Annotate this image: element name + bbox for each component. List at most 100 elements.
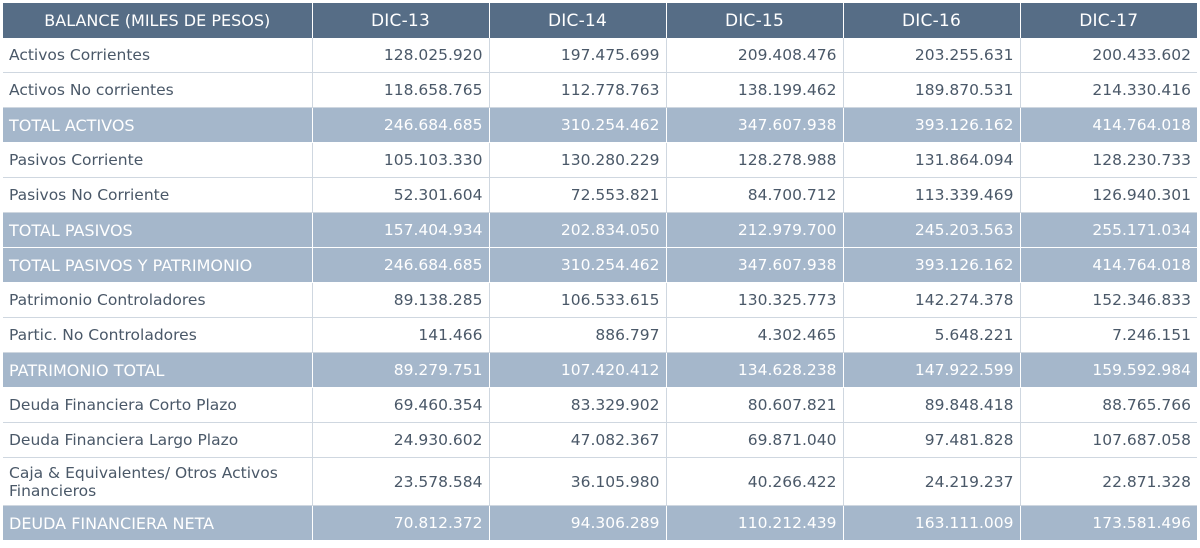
balance-table: BALANCE (MILES DE PESOS) DIC-13 DIC-14 D… (3, 3, 1197, 541)
table-row: Deuda Financiera Largo Plazo 24.930.602 47… (3, 422, 1197, 458)
table-row: Pasivos Corriente 105.103.330 130.280.229 1… (3, 142, 1197, 178)
value-cell: 72.553.821 (489, 177, 667, 213)
value-cell: 141.466 (312, 317, 490, 353)
header-row: BALANCE (MILES DE PESOS) DIC-13 DIC-14 D… (3, 3, 1197, 38)
value-cell: 24.930.602 (312, 422, 490, 458)
value-cell: 393.126.162 (843, 107, 1021, 143)
value-cell: 70.812.372 (312, 505, 490, 541)
value-cell: 197.475.699 (489, 38, 667, 73)
value-cell: 212.979.700 (666, 212, 844, 248)
value-cell: 203.255.631 (843, 38, 1021, 73)
header-dic-15: DIC-15 (666, 3, 844, 38)
table-row: Deuda Financiera Corto Plazo 69.460.354 83… (3, 387, 1197, 423)
value-cell: 138.199.462 (666, 72, 844, 108)
total-row: DEUDA FINANCIERA NETA 70.812.372 94.306.28… (3, 505, 1197, 541)
value-cell: 130.325.773 (666, 282, 844, 318)
value-cell: 414.764.018 (1020, 247, 1197, 283)
row-label: Pasivos No Corriente (3, 177, 313, 213)
value-cell: 255.171.034 (1020, 212, 1197, 248)
row-label: TOTAL PASIVOS (3, 212, 313, 248)
table-body: Activos Corrientes 128.025.920 197.475.699… (3, 38, 1197, 541)
value-cell: 4.302.465 (666, 317, 844, 353)
value-cell: 107.687.058 (1020, 422, 1197, 458)
value-cell: 128.025.920 (312, 38, 490, 73)
value-cell: 113.339.469 (843, 177, 1021, 213)
value-cell: 112.778.763 (489, 72, 667, 108)
value-cell: 152.346.833 (1020, 282, 1197, 318)
value-cell: 147.922.599 (843, 352, 1021, 388)
table-row: Activos Corrientes 128.025.920 197.475.699… (3, 38, 1197, 73)
value-cell: 7.246.151 (1020, 317, 1197, 353)
value-cell: 5.648.221 (843, 317, 1021, 353)
row-label: Caja & Equivalentes/ Otros Activos Finan… (3, 457, 313, 506)
value-cell: 89.138.285 (312, 282, 490, 318)
value-cell: 88.765.766 (1020, 387, 1197, 423)
total-row: TOTAL PASIVOS 157.404.934 202.834.050 212.9… (3, 212, 1197, 248)
value-cell: 69.871.040 (666, 422, 844, 458)
value-cell: 246.684.685 (312, 107, 490, 143)
value-cell: 83.329.902 (489, 387, 667, 423)
row-label: Activos Corrientes (3, 38, 313, 73)
value-cell: 200.433.602 (1020, 38, 1197, 73)
value-cell: 80.607.821 (666, 387, 844, 423)
value-cell: 310.254.462 (489, 247, 667, 283)
value-cell: 131.864.094 (843, 142, 1021, 178)
value-cell: 159.592.984 (1020, 352, 1197, 388)
value-cell: 202.834.050 (489, 212, 667, 248)
value-cell: 24.219.237 (843, 457, 1021, 506)
total-row: TOTAL ACTIVOS 246.684.685 310.254.462 347.6… (3, 107, 1197, 143)
value-cell: 414.764.018 (1020, 107, 1197, 143)
value-cell: 97.481.828 (843, 422, 1021, 458)
value-cell: 89.848.418 (843, 387, 1021, 423)
table-row: Pasivos No Corriente 52.301.604 72.553.821… (3, 177, 1197, 213)
row-label: Activos No corrientes (3, 72, 313, 108)
value-cell: 245.203.563 (843, 212, 1021, 248)
value-cell: 128.230.733 (1020, 142, 1197, 178)
value-cell: 69.460.354 (312, 387, 490, 423)
value-cell: 886.797 (489, 317, 667, 353)
value-cell: 130.280.229 (489, 142, 667, 178)
value-cell: 23.578.584 (312, 457, 490, 506)
value-cell: 36.105.980 (489, 457, 667, 506)
row-label: Pasivos Corriente (3, 142, 313, 178)
table-row: Caja & Equivalentes/ Otros Activos Finan… (3, 457, 1197, 506)
value-cell: 157.404.934 (312, 212, 490, 248)
header-dic-16: DIC-16 (843, 3, 1021, 38)
row-label: Deuda Financiera Largo Plazo (3, 422, 313, 458)
total-row: PATRIMONIO TOTAL 89.279.751 107.420.412 134… (3, 352, 1197, 388)
value-cell: 107.420.412 (489, 352, 667, 388)
value-cell: 134.628.238 (666, 352, 844, 388)
value-cell: 89.279.751 (312, 352, 490, 388)
value-cell: 189.870.531 (843, 72, 1021, 108)
value-cell: 110.212.439 (666, 505, 844, 541)
header-balance: BALANCE (MILES DE PESOS) (3, 3, 313, 38)
value-cell: 310.254.462 (489, 107, 667, 143)
value-cell: 126.940.301 (1020, 177, 1197, 213)
value-cell: 347.607.938 (666, 247, 844, 283)
value-cell: 105.103.330 (312, 142, 490, 178)
value-cell: 246.684.685 (312, 247, 490, 283)
row-label: TOTAL ACTIVOS (3, 107, 313, 143)
row-label: TOTAL PASIVOS Y PATRIMONIO (3, 247, 313, 283)
table-row: Partic. No Controladores 141.466 886.797 4.… (3, 317, 1197, 353)
value-cell: 52.301.604 (312, 177, 490, 213)
row-label: PATRIMONIO TOTAL (3, 352, 313, 388)
value-cell: 22.871.328 (1020, 457, 1197, 506)
value-cell: 40.266.422 (666, 457, 844, 506)
value-cell: 214.330.416 (1020, 72, 1197, 108)
table-header: BALANCE (MILES DE PESOS) DIC-13 DIC-14 D… (3, 3, 1197, 38)
value-cell: 118.658.765 (312, 72, 490, 108)
balance-table-container: BALANCE (MILES DE PESOS) DIC-13 DIC-14 D… (3, 3, 1197, 541)
header-dic-14: DIC-14 (489, 3, 667, 38)
row-label: Patrimonio Controladores (3, 282, 313, 318)
value-cell: 347.607.938 (666, 107, 844, 143)
row-label: DEUDA FINANCIERA NETA (3, 505, 313, 541)
header-dic-13: DIC-13 (312, 3, 490, 38)
value-cell: 94.306.289 (489, 505, 667, 541)
value-cell: 173.581.496 (1020, 505, 1197, 541)
table-row: Activos No corrientes 118.658.765 112.778.… (3, 72, 1197, 108)
value-cell: 128.278.988 (666, 142, 844, 178)
value-cell: 163.111.009 (843, 505, 1021, 541)
value-cell: 47.082.367 (489, 422, 667, 458)
value-cell: 106.533.615 (489, 282, 667, 318)
